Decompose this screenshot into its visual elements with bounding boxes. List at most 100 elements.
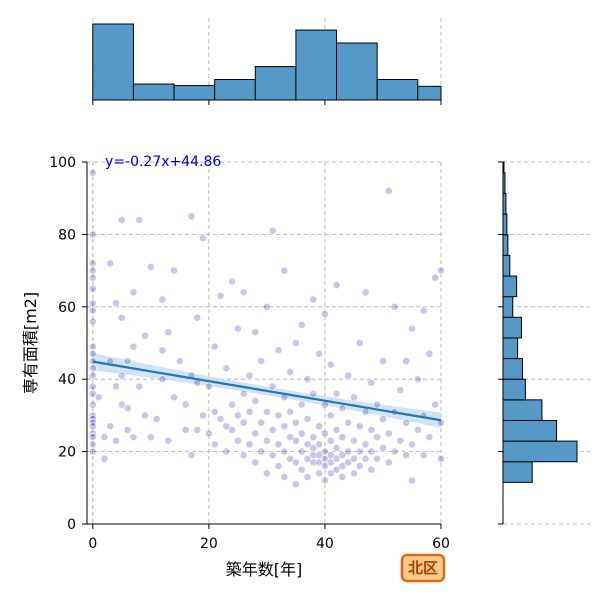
scatter-point: [222, 422, 231, 431]
scatter-point: [88, 382, 97, 391]
scatter-point: [135, 216, 144, 224]
scatter-point: [373, 400, 382, 409]
x-tick-label: 0: [88, 536, 97, 552]
scatter-point: [268, 451, 277, 460]
scatter-point: [88, 400, 97, 409]
right-hist-bar: [502, 213, 508, 236]
scatter-point: [117, 400, 126, 409]
scatter-point: [292, 418, 300, 427]
scatter-point: [338, 473, 347, 481]
scatter-point: [135, 382, 144, 391]
scatter-point: [257, 357, 265, 365]
scatter-point: [181, 400, 190, 409]
scatter-point: [332, 454, 341, 463]
top-hist-bar: [336, 42, 378, 101]
right-hist-bar: [502, 440, 578, 463]
scatter-point: [94, 393, 103, 402]
scatter-point: [88, 168, 97, 177]
scatter-point: [222, 447, 231, 456]
scatter-point: [210, 342, 219, 351]
top-hist-bar: [132, 83, 175, 101]
scatter-point: [100, 454, 109, 463]
scatter-point: [338, 433, 347, 442]
scatter-point: [344, 458, 353, 467]
scatter-point: [326, 411, 335, 420]
top-hist-bar: [417, 85, 442, 101]
scatter-point: [274, 462, 283, 470]
scatter-point: [239, 418, 248, 427]
scatter-point: [88, 433, 97, 442]
scatter-point: [280, 473, 289, 481]
scatter-point: [123, 357, 132, 365]
right-hist-bar: [502, 337, 519, 360]
scatter-point: [88, 364, 97, 373]
scatter-point: [315, 422, 324, 431]
scatter-point: [280, 266, 289, 275]
x-tick-label: 20: [200, 536, 218, 552]
scatter-point: [286, 454, 295, 463]
y-tick-label: 20: [58, 445, 76, 461]
scatter-point: [216, 292, 225, 300]
scatter-point: [309, 433, 318, 442]
right-hist-bar: [502, 316, 522, 339]
scatter-point: [384, 458, 393, 467]
scatter-point: [280, 447, 289, 456]
scatter-point: [88, 266, 97, 275]
scatter-point: [315, 440, 324, 449]
scatter-point: [88, 342, 97, 351]
top-hist-bar: [376, 78, 419, 101]
scatter-point: [274, 411, 283, 420]
scatter-point: [222, 364, 231, 373]
scatter-point: [361, 407, 370, 416]
scatter-point: [88, 317, 97, 326]
scatter-point: [263, 302, 271, 311]
scatter-point: [228, 277, 236, 286]
regression-equation: y=-0.27x+44.86: [105, 154, 221, 170]
district-badge: 北区: [408, 559, 438, 577]
scatter-point: [88, 306, 97, 315]
scatter-point: [303, 473, 312, 481]
scatter-point: [425, 349, 434, 358]
scatter-point: [117, 216, 126, 224]
scatter-point: [361, 454, 370, 463]
district-badge-box: [400, 553, 446, 583]
y-tick-label: 100: [49, 155, 76, 171]
scatter-point: [344, 371, 353, 380]
scatter-point: [117, 313, 126, 322]
scatter-point: [251, 429, 260, 438]
scatter-point: [286, 433, 295, 442]
scatter-point: [233, 436, 242, 445]
scatter-point: [210, 407, 219, 416]
scatter-point: [199, 411, 207, 420]
scatter-point: [170, 266, 178, 275]
scatter-point: [361, 440, 370, 449]
scatter-point: [373, 454, 382, 463]
scatter-point: [88, 389, 97, 398]
scatter-point: [170, 393, 178, 402]
y-tick-label: 40: [58, 372, 76, 388]
scatter-point: [355, 462, 364, 470]
scatter-point: [257, 447, 265, 456]
scatter-point: [268, 425, 277, 434]
scatter-point: [112, 382, 120, 391]
scatter-point: [268, 226, 277, 235]
scatter-point: [117, 371, 126, 380]
scatter-point: [419, 451, 428, 460]
scatter-point: [146, 263, 155, 271]
scatter-point: [297, 429, 306, 438]
scatter-point: [303, 440, 312, 449]
scatter-point: [88, 371, 97, 380]
scatter-point: [251, 328, 260, 337]
scatter-point: [367, 447, 376, 456]
scatter-point: [158, 295, 167, 304]
scatter-point: [268, 382, 277, 391]
scatter-point: [88, 422, 97, 431]
scatter-point: [239, 288, 248, 297]
scatter-point: [355, 339, 364, 347]
scatter-point: [129, 288, 138, 297]
scatter-point: [204, 429, 213, 438]
scatter-point: [431, 273, 440, 282]
scatter-point: [384, 429, 393, 438]
scatter-point: [88, 349, 97, 358]
scatter-point: [263, 436, 271, 445]
